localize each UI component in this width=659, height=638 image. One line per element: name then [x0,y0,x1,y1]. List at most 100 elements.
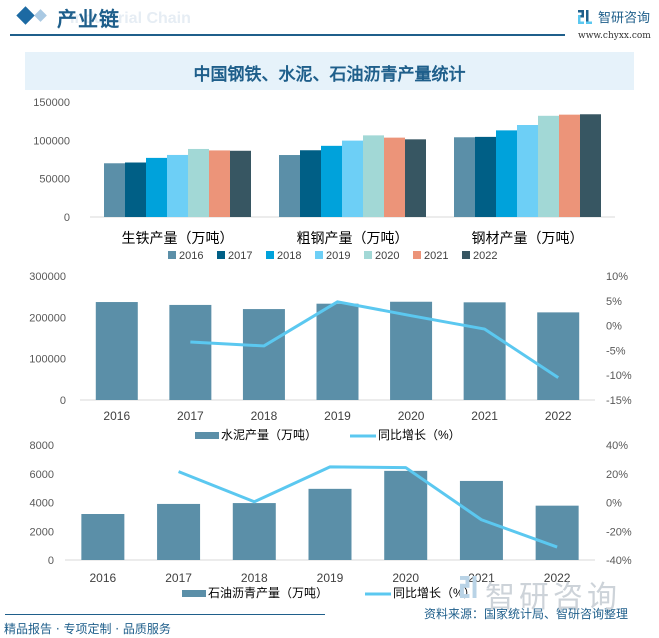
bar-2016 [104,163,125,217]
section-title: 产业链 [57,7,120,31]
x-tick-label: 2019 [317,571,344,585]
header: Industrial Chain 产业链 智研咨询 www.chyxx.com [0,0,659,48]
growth-line [178,465,558,549]
y-tick-label: 200000 [29,312,66,324]
bar [157,503,201,560]
footer-slogan: 精品报告 · 专项定制 · 品质服务 [4,622,171,636]
bar [463,302,506,400]
header-divider [10,34,565,36]
bar-2018 [496,130,517,217]
bar [384,470,428,560]
bar-2021 [559,114,580,217]
footer-watermark: 智研咨询 [485,580,621,615]
bar-2018 [321,145,342,217]
y2-tick-label: 0% [606,498,622,510]
x-tick-label: 2022 [544,571,571,585]
legend-bar-swatch [195,432,219,439]
bar-2022 [230,150,251,217]
x-tick-label: 2021 [471,409,498,423]
chart-title: 中国钢铁、水泥、石油沥青产量统计 [193,65,466,85]
legend-label: 2021 [424,250,448,262]
section-watermark: Industrial Chain [70,10,191,27]
bar-2017 [125,162,146,217]
bar-2021 [209,150,230,217]
x-tick-label: 2017 [165,571,192,585]
y-tick-label: 50000 [39,174,70,186]
y-tick-label: 8000 [30,440,54,452]
legend-line-label: 同比增长（%） [393,586,476,600]
legend-swatch [462,251,470,259]
bar-2016 [454,137,475,217]
x-tick-label: 2016 [103,409,130,423]
legend-swatch [364,251,372,259]
bar [81,514,125,560]
y-tick-label: 0 [60,395,66,407]
bar [316,303,359,400]
x-tick-label: 2017 [177,409,204,423]
bar-2017 [300,150,321,217]
y2-tick-label: 20% [606,469,628,481]
y2-tick-label: 0% [606,321,622,333]
legend-label: 2018 [277,250,301,262]
y-tick-label: 6000 [30,469,54,481]
category-label: 粗钢产量（万吨） [297,230,409,246]
bar-2022 [405,139,426,217]
bar-2020 [363,135,384,217]
y-tick-label: 0 [64,212,70,224]
legend-label: 2017 [228,250,252,262]
bar-2020 [538,115,559,217]
x-tick-label: 2016 [90,571,117,585]
legend-label: 2020 [375,250,399,262]
category-label: 生铁产量（万吨） [122,230,234,246]
brand-name: 智研咨询 [598,11,651,26]
legend-label: 2016 [179,250,203,262]
y-tick-label: 150000 [33,97,70,109]
legend-bar-label: 水泥产量（万吨） [221,428,317,442]
footer-divider [5,614,325,615]
growth-line [190,300,560,379]
y2-tick-label: 10% [606,271,628,283]
bar [535,505,579,560]
bar-2016 [279,155,300,217]
y2-tick-label: -15% [606,395,632,407]
legend-label: 2019 [326,250,350,262]
y-tick-label: 300000 [29,271,66,283]
legend-label: 2022 [473,250,497,262]
legend-swatch [266,251,274,259]
x-tick-label: 2022 [545,409,572,423]
bar [242,309,285,400]
bar-2022 [580,114,601,217]
x-tick-label: 2020 [392,571,419,585]
source-note: 资料来源：国家统计局、智研咨询整理 [424,607,629,621]
bar-2020 [188,148,209,217]
y2-tick-label: 5% [606,296,622,308]
y-tick-label: 100000 [29,354,66,366]
bar-2019 [342,140,363,217]
y-tick-label: 0 [48,555,54,567]
bar [169,304,212,400]
bar-2019 [517,125,538,217]
x-tick-label: 2019 [324,409,351,423]
bar-2021 [384,137,405,217]
legend-line-label: 同比增长（%） [378,428,461,442]
bar [308,488,352,560]
bar [95,302,138,400]
legend-swatch [217,251,225,259]
y2-tick-label: -40% [606,555,632,567]
brand: 智研咨询 [578,7,650,26]
title-band: 中国钢铁、水泥、石油沥青产量统计 [25,52,634,90]
bar [232,503,276,560]
y-tick-label: 100000 [33,135,70,147]
category-label: 钢材产量（万吨） [472,230,584,246]
x-tick-label: 2018 [241,571,268,585]
y-tick-label: 2000 [30,526,54,538]
legend-bar-swatch [182,590,206,597]
y-tick-label: 4000 [30,498,54,510]
y2-tick-label: -20% [606,526,632,538]
bar-2019 [167,154,188,217]
x-tick-label: 2018 [251,409,278,423]
x-tick-label: 2020 [398,409,425,423]
y2-tick-label: 40% [606,440,628,452]
legend-swatch [413,251,421,259]
